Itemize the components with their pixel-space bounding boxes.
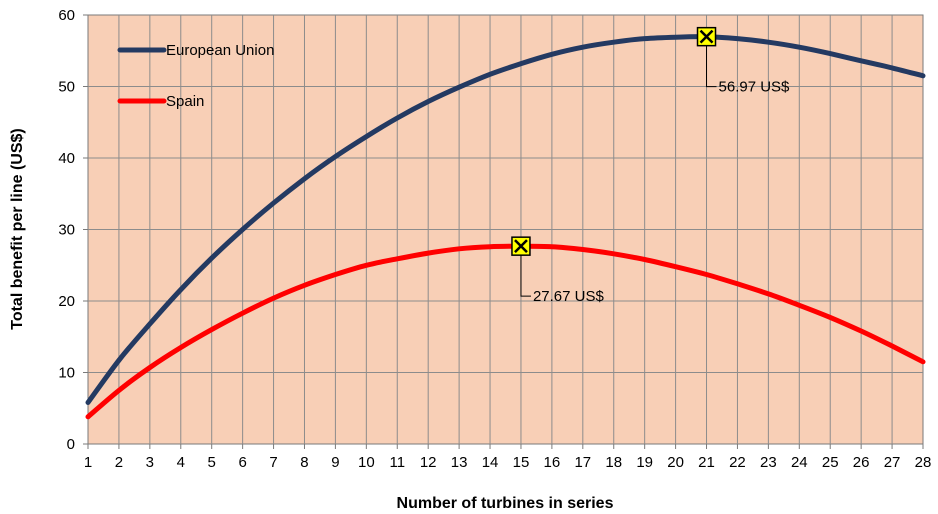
max-point-marker-cross [699,29,714,44]
gridlines [88,15,923,444]
x-tick-label: 19 [636,454,653,471]
y-tick-label: 10 [58,365,75,382]
x-tick-label: 10 [358,454,375,471]
x-tick-label: 14 [482,454,499,471]
x-tick-label: 4 [177,454,185,471]
x-tick-label: 3 [146,454,154,471]
x-tick-label: 9 [331,454,339,471]
x-tick-label: 11 [389,454,405,471]
y-axis-ticks: 0 10 20 30 40 50 60 [58,7,88,453]
x-tick-label: 6 [238,454,246,471]
x-tick-label: 2 [115,454,123,471]
annotation-leader [520,254,531,297]
x-tick-label: 15 [513,454,530,471]
series-lines [85,34,926,420]
x-tick-label: 23 [760,454,777,471]
x-tick-label: 27 [884,454,901,471]
x-tick-label: 16 [544,454,561,471]
x-tick-label: 20 [667,454,684,471]
x-tick-label: 1 [84,454,92,471]
x-tick-label: 25 [822,454,839,471]
y-tick-label: 60 [58,7,75,24]
x-tick-label: 18 [605,454,622,471]
legend-label: European Union [166,42,274,59]
legend: European Union Spain [117,42,274,110]
y-tick-label: 40 [58,150,75,167]
x-tick-label: 28 [915,454,932,471]
x-tick-label: 7 [269,454,277,471]
x-axis-ticks: 1 2 3 4 5 6 7 8 9 10 11 12 13 14 15 16 17 18 19 20 21 22 23 24 2… [84,444,932,471]
x-tick-label: 12 [420,454,437,471]
x-tick-label: 21 [698,454,715,471]
x-tick-label: 22 [729,454,746,471]
x-tick-label: 8 [300,454,308,471]
x-tick-label: 5 [208,454,216,471]
annotation-leader [706,44,717,88]
legend-label: Spain [166,93,204,110]
max-point-marker-cross [514,239,528,254]
series-line-european-union [85,34,926,405]
x-tick-label: 17 [574,454,591,471]
y-tick-label: 30 [58,222,75,239]
annotation-label: 56.97 US$ [719,79,791,96]
x-axis-title: Number of turbines in series [397,495,614,512]
y-tick-label: 20 [58,293,75,310]
x-tick-label: 13 [451,454,468,471]
y-tick-label: 50 [58,79,75,96]
annotation-label: 27.67 US$ [533,288,605,305]
series-line-spain [85,243,926,420]
x-tick-label: 26 [853,454,870,471]
y-tick-label: 0 [67,436,75,453]
annotations: 56.97 US$ 27.67 US$ [511,26,791,305]
y-axis-title: Total benefit per line (US$) [9,128,26,330]
x-tick-label: 24 [791,454,808,471]
